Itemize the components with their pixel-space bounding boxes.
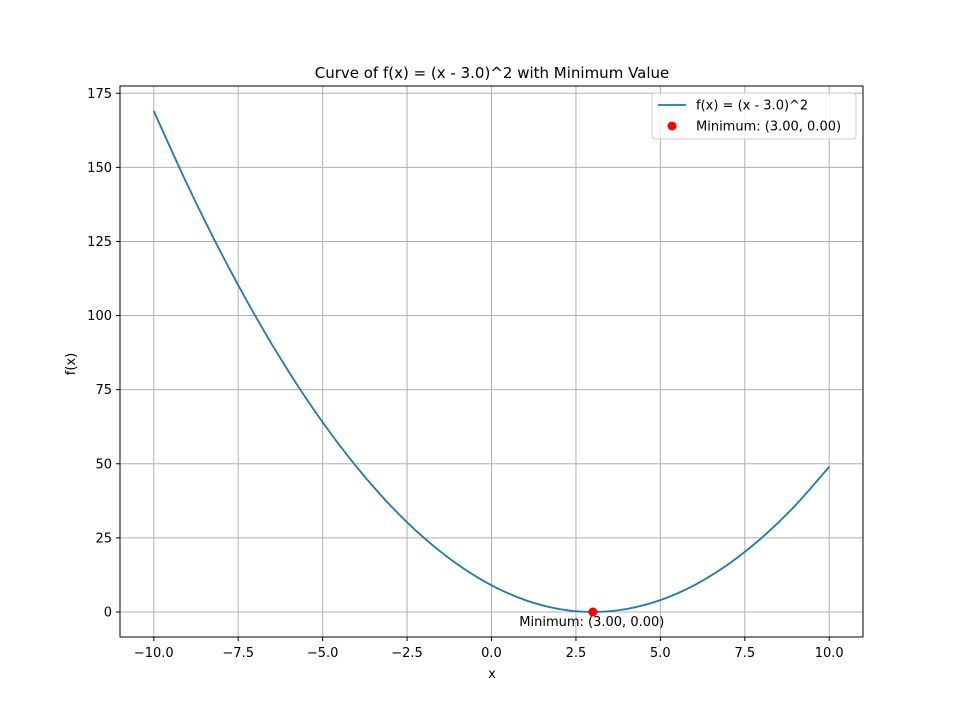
minimum-point <box>588 607 598 617</box>
y-tick-label: 50 <box>95 457 112 472</box>
x-tick-label: 10.0 <box>815 646 844 661</box>
x-axis-label: x <box>488 667 496 682</box>
y-tick-label: 125 <box>87 235 112 250</box>
y-tick-label: 75 <box>95 383 112 398</box>
x-tick-label: 2.5 <box>566 646 587 661</box>
x-tick-label: −5.0 <box>307 646 339 661</box>
y-axis-label: f(x) <box>64 353 79 375</box>
axis-ticks: −10.0 −7.5 −5.0 −2.5 0.0 2.5 5.0 7.5 10.0 0 25 50 75… <box>87 87 844 661</box>
x-tick-label: −7.5 <box>222 646 254 661</box>
legend-marker-swatch <box>667 121 677 131</box>
annotations: Minimum: (3.00, 0.00) <box>519 615 664 630</box>
curve-line <box>152 110 830 613</box>
grid <box>120 86 863 637</box>
legend: f(x) = (x - 3.0)^2 Minimum: (3.00, 0.00) <box>651 92 857 140</box>
minimum-annotation: Minimum: (3.00, 0.00) <box>519 615 664 630</box>
x-tick-label: −2.5 <box>391 646 423 661</box>
chart-title: Curve of f(x) = (x - 3.0)^2 with Minimum… <box>315 64 670 82</box>
y-tick-label: 25 <box>95 531 112 546</box>
y-tick-label: 0 <box>104 605 112 620</box>
legend-label: Minimum: (3.00, 0.00) <box>696 120 841 135</box>
x-tick-label: 5.0 <box>650 646 671 661</box>
legend-label: f(x) = (x - 3.0)^2 <box>696 99 808 114</box>
x-tick-label: −10.0 <box>134 646 174 661</box>
y-tick-label: 150 <box>87 161 112 176</box>
y-tick-label: 100 <box>87 309 112 324</box>
y-tick-label: 175 <box>87 87 112 102</box>
legend-box <box>651 92 857 140</box>
x-tick-label: 0.0 <box>481 646 502 661</box>
plot-series <box>152 110 830 617</box>
x-tick-label: 7.5 <box>734 646 755 661</box>
